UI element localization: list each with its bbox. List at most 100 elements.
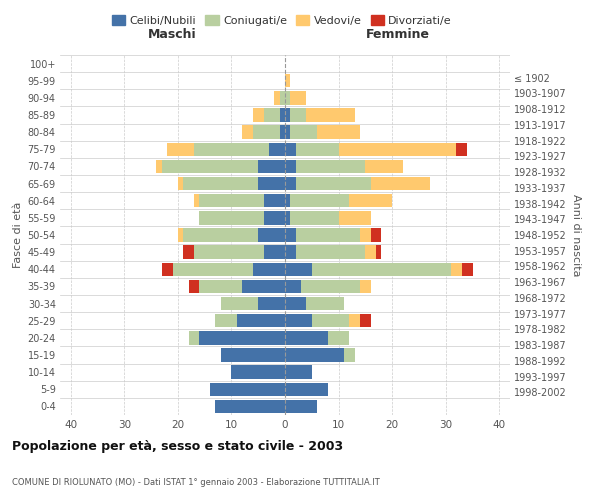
Bar	[263, 194, 285, 207]
Bar	[199, 211, 263, 224]
Bar	[360, 228, 371, 241]
Bar	[194, 142, 269, 156]
Bar	[242, 280, 285, 293]
Bar	[285, 211, 290, 224]
Bar	[285, 314, 312, 328]
Bar	[312, 262, 451, 276]
Bar	[274, 91, 280, 104]
Bar	[462, 262, 473, 276]
Text: Femmine: Femmine	[365, 28, 430, 42]
Y-axis label: Fasce di età: Fasce di età	[13, 202, 23, 268]
Bar	[285, 331, 328, 344]
Bar	[188, 280, 199, 293]
Bar	[349, 314, 360, 328]
Bar	[307, 108, 355, 122]
Bar	[360, 314, 371, 328]
Bar	[338, 211, 371, 224]
Bar	[296, 142, 338, 156]
Bar	[258, 228, 285, 241]
Text: Maschi: Maschi	[148, 28, 197, 42]
Bar	[258, 177, 285, 190]
Bar	[188, 331, 199, 344]
Bar	[365, 246, 376, 259]
Bar	[162, 262, 173, 276]
Bar	[312, 314, 349, 328]
Bar	[258, 297, 285, 310]
Bar	[178, 177, 183, 190]
Bar	[296, 160, 365, 173]
Bar	[307, 297, 344, 310]
Bar	[263, 211, 285, 224]
Bar	[194, 246, 263, 259]
Bar	[290, 211, 338, 224]
Legend: Celibi/Nubili, Coniugati/e, Vedovi/e, Divorziati/e: Celibi/Nubili, Coniugati/e, Vedovi/e, Di…	[107, 10, 457, 30]
Bar	[371, 177, 430, 190]
Bar	[328, 331, 349, 344]
Bar	[258, 160, 285, 173]
Bar	[194, 194, 199, 207]
Bar	[162, 160, 258, 173]
Bar	[285, 366, 312, 379]
Bar	[371, 228, 382, 241]
Bar	[285, 142, 296, 156]
Bar	[237, 314, 285, 328]
Bar	[285, 160, 296, 173]
Bar	[253, 262, 285, 276]
Bar	[199, 194, 263, 207]
Bar	[317, 126, 360, 139]
Bar	[290, 91, 307, 104]
Bar	[215, 314, 237, 328]
Bar	[285, 280, 301, 293]
Bar	[285, 246, 296, 259]
Bar	[253, 126, 280, 139]
Bar	[457, 142, 467, 156]
Bar	[338, 142, 457, 156]
Bar	[344, 348, 355, 362]
Bar	[242, 126, 253, 139]
Bar	[280, 126, 285, 139]
Bar	[285, 262, 312, 276]
Bar	[451, 262, 462, 276]
Bar	[183, 246, 194, 259]
Bar	[360, 280, 371, 293]
Bar	[285, 400, 317, 413]
Bar	[280, 108, 285, 122]
Text: COMUNE DI RIOLUNATO (MO) - Dati ISTAT 1° gennaio 2003 - Elaborazione TUTTITALIA.: COMUNE DI RIOLUNATO (MO) - Dati ISTAT 1°…	[12, 478, 380, 487]
Bar	[183, 177, 258, 190]
Bar	[263, 108, 280, 122]
Bar	[285, 126, 290, 139]
Bar	[296, 246, 365, 259]
Bar	[285, 91, 290, 104]
Bar	[285, 177, 296, 190]
Bar	[349, 194, 392, 207]
Bar	[199, 331, 285, 344]
Bar	[253, 108, 263, 122]
Bar	[221, 348, 285, 362]
Bar	[285, 297, 307, 310]
Bar	[210, 382, 285, 396]
Y-axis label: Anni di nascita: Anni di nascita	[571, 194, 581, 276]
Bar	[183, 228, 258, 241]
Bar	[285, 194, 290, 207]
Bar	[221, 297, 258, 310]
Bar	[285, 74, 290, 88]
Bar	[167, 142, 194, 156]
Bar	[365, 160, 403, 173]
Bar	[285, 228, 296, 241]
Bar	[290, 126, 317, 139]
Bar	[269, 142, 285, 156]
Bar	[199, 280, 242, 293]
Bar	[173, 262, 253, 276]
Bar	[178, 228, 183, 241]
Bar	[376, 246, 382, 259]
Bar	[296, 177, 371, 190]
Bar	[285, 348, 344, 362]
Bar	[157, 160, 162, 173]
Text: Popolazione per età, sesso e stato civile - 2003: Popolazione per età, sesso e stato civil…	[12, 440, 343, 453]
Bar	[290, 108, 307, 122]
Bar	[215, 400, 285, 413]
Bar	[301, 280, 360, 293]
Bar	[290, 194, 349, 207]
Bar	[232, 366, 285, 379]
Bar	[280, 91, 285, 104]
